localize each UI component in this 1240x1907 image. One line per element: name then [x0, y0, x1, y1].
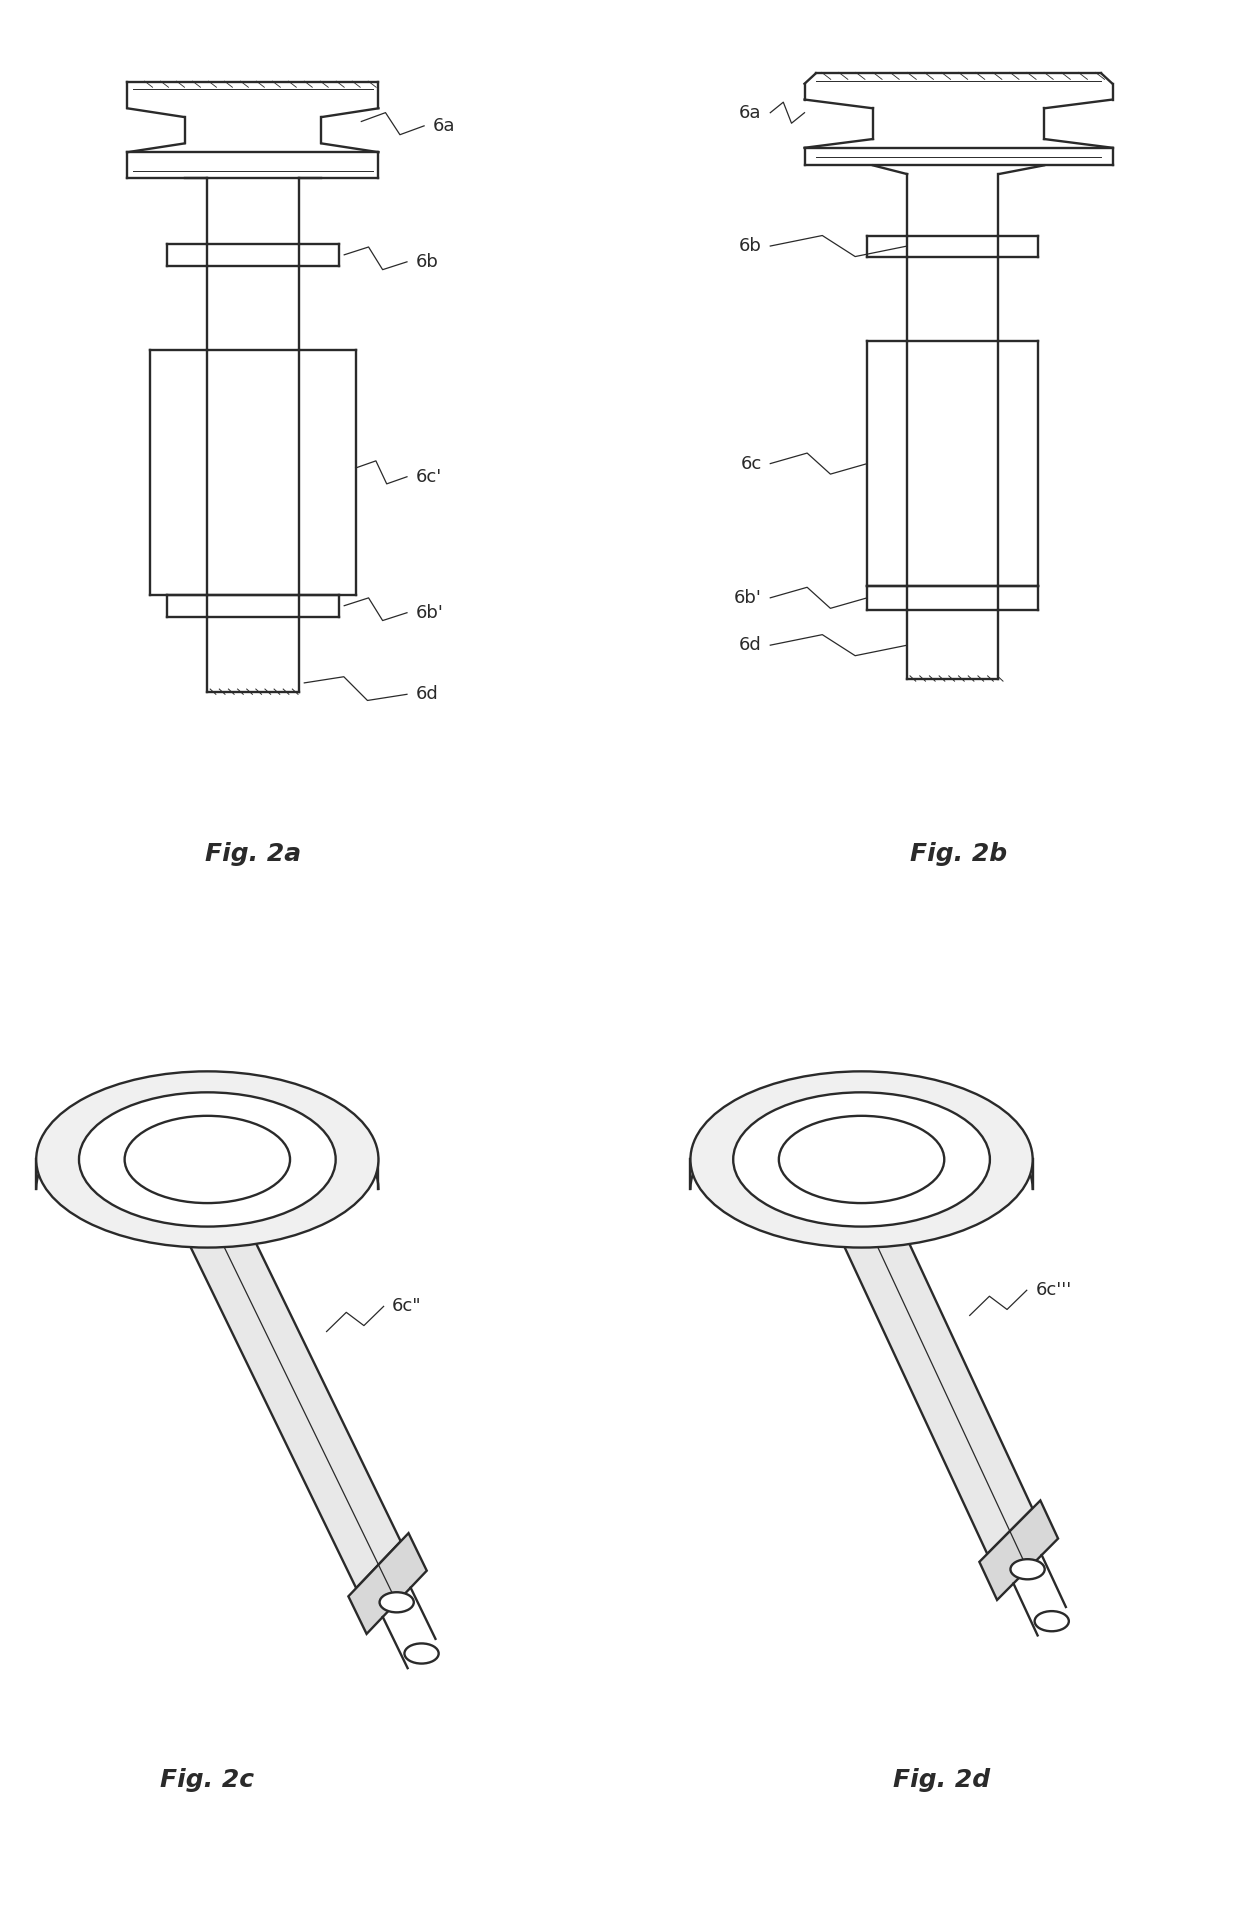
Ellipse shape	[691, 1072, 1033, 1247]
Text: 6b': 6b'	[415, 605, 444, 622]
Ellipse shape	[36, 1072, 378, 1247]
Text: 6a: 6a	[739, 103, 761, 122]
Polygon shape	[839, 1190, 1033, 1554]
Polygon shape	[185, 1188, 401, 1589]
Text: 6b': 6b'	[734, 589, 761, 606]
Ellipse shape	[125, 1116, 290, 1203]
Text: 6b: 6b	[739, 236, 761, 256]
Text: 6c": 6c"	[392, 1297, 422, 1316]
Ellipse shape	[733, 1093, 990, 1226]
Text: 6c: 6c	[740, 454, 761, 473]
Ellipse shape	[1034, 1611, 1069, 1630]
Text: 6b: 6b	[415, 254, 439, 271]
Text: 6d: 6d	[415, 685, 438, 704]
Text: Fig. 2c: Fig. 2c	[160, 1768, 254, 1793]
Text: Fig. 2a: Fig. 2a	[205, 843, 301, 866]
Polygon shape	[348, 1533, 427, 1634]
Text: 6c': 6c'	[415, 467, 441, 486]
Text: 6c''': 6c'''	[1035, 1282, 1071, 1299]
Text: Fig. 2d: Fig. 2d	[893, 1768, 990, 1793]
Ellipse shape	[79, 1093, 336, 1226]
Text: 6a: 6a	[433, 116, 455, 135]
Ellipse shape	[1011, 1560, 1044, 1579]
Polygon shape	[980, 1501, 1058, 1600]
Ellipse shape	[404, 1644, 439, 1663]
Ellipse shape	[379, 1592, 414, 1611]
Ellipse shape	[779, 1116, 945, 1203]
Text: Fig. 2b: Fig. 2b	[910, 843, 1007, 866]
Text: 6d: 6d	[739, 637, 761, 654]
